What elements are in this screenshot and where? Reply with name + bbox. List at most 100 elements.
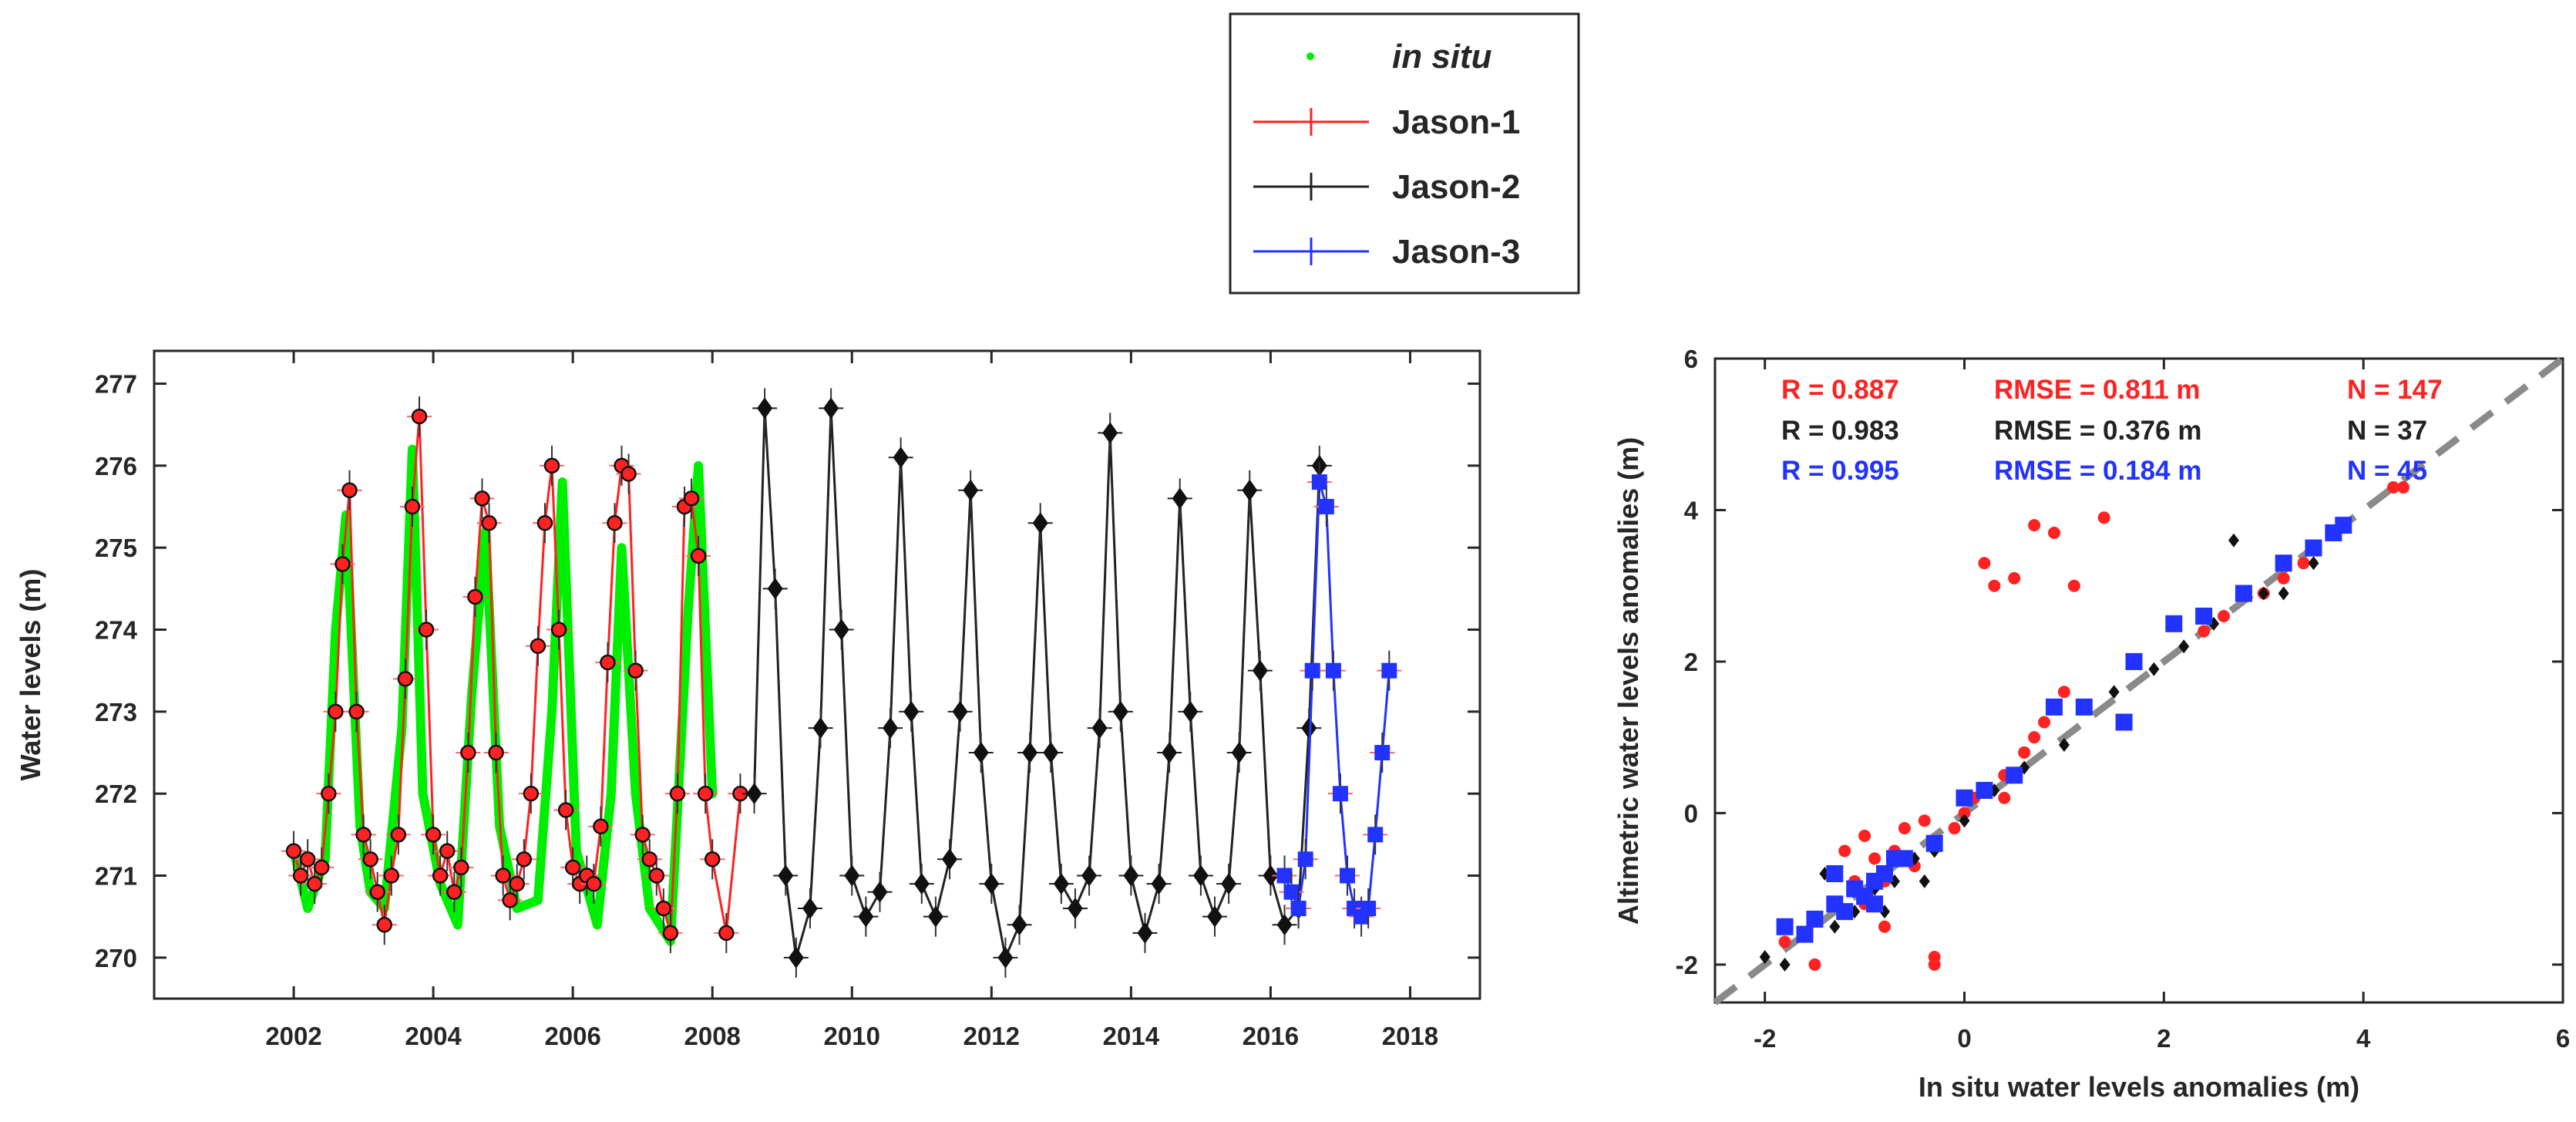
marker-circle xyxy=(348,703,365,720)
data-point-jason-2 xyxy=(958,470,984,510)
data-point-jason-1 xyxy=(358,839,383,880)
data-point-jason-2 xyxy=(1048,864,1074,905)
marker-diamond xyxy=(893,446,909,469)
data-point-jason-1 xyxy=(581,864,607,905)
marker-diamond xyxy=(1032,512,1048,534)
scatter-point-jason-1 xyxy=(1868,852,1882,865)
scatter-point-jason-2 xyxy=(2228,533,2239,548)
data-point-jason-3 xyxy=(1293,839,1318,880)
data-point-jason-1 xyxy=(469,478,495,519)
marker-diamond xyxy=(1172,487,1188,510)
data-point-jason-2 xyxy=(1272,905,1297,945)
y-tick-label: 273 xyxy=(95,698,137,726)
x-tick-label: 2014 xyxy=(1103,1022,1160,1050)
scatter-point-jason-1 xyxy=(2067,579,2080,592)
scatter-y-label: Altimetric water levels anomalies (m) xyxy=(1613,437,1644,925)
scatter-point-jason-1 xyxy=(2218,610,2230,622)
data-point-jason-1 xyxy=(679,478,705,519)
marker-circle xyxy=(460,744,476,761)
marker-diamond xyxy=(883,717,899,740)
marker-circle xyxy=(355,827,372,843)
marker-circle xyxy=(425,827,442,843)
marker-diamond xyxy=(927,905,943,928)
scatter-point-jason-2 xyxy=(1779,957,1791,972)
data-point-jason-2 xyxy=(853,896,879,937)
marker-square xyxy=(1374,745,1391,761)
data-point-jason-3 xyxy=(1320,650,1346,691)
data-point-jason-2 xyxy=(968,733,994,773)
x-tick-label: -2 xyxy=(1754,1024,1776,1053)
y-tick-label: 4 xyxy=(1684,496,1699,524)
scatter-point-jason-1 xyxy=(1978,557,1991,570)
marker-diamond xyxy=(767,578,783,600)
scatter-point-jason-3 xyxy=(1895,850,1913,868)
marker-circle xyxy=(439,843,456,859)
scatter-point-jason-1 xyxy=(1858,829,1871,842)
data-point-jason-1 xyxy=(525,625,550,666)
data-point-jason-1 xyxy=(399,487,425,527)
scatter-point-jason-3 xyxy=(2235,585,2252,602)
marker-diamond xyxy=(1192,864,1209,887)
marker-square xyxy=(1276,868,1293,884)
stat-jason3-rmse: RMSE = 0.184 m xyxy=(1994,456,2201,486)
data-point-jason-1 xyxy=(623,650,648,691)
marker-circle xyxy=(543,457,560,474)
scatter-point-jason-1 xyxy=(1958,807,1971,820)
data-point-jason-2 xyxy=(1017,733,1043,773)
marker-square xyxy=(1340,868,1355,884)
data-point-jason-3 xyxy=(1327,773,1353,814)
data-point-jason-2 xyxy=(1237,470,1263,510)
data-point-jason-2 xyxy=(1132,912,1158,953)
data-point-jason-3 xyxy=(1356,888,1381,929)
x-tick-label: 0 xyxy=(1957,1024,1971,1053)
data-point-jason-1 xyxy=(644,855,669,896)
data-point-jason-1 xyxy=(686,535,711,576)
scatter-point-jason-1 xyxy=(2048,526,2060,539)
data-point-jason-2 xyxy=(993,937,1018,978)
marker-circle xyxy=(550,622,567,638)
scatter-point-jason-1 xyxy=(2396,481,2410,494)
data-point-jason-1 xyxy=(657,912,683,953)
marker-circle xyxy=(704,851,721,868)
data-point-jason-1 xyxy=(337,470,362,510)
scatter-point-jason-3 xyxy=(2305,539,2322,557)
marker-diamond xyxy=(858,905,874,928)
data-point-jason-1 xyxy=(330,544,355,585)
scatter-x-ticks: -2 0 2 4 6 xyxy=(1754,359,2570,1053)
marker-diamond xyxy=(1053,873,1069,895)
marker-circle xyxy=(593,818,609,834)
scatter-point-jason-1 xyxy=(2038,716,2051,729)
marker-circle xyxy=(362,851,378,868)
scatter-point-jason-1 xyxy=(1928,951,1941,964)
marker-circle xyxy=(495,868,511,884)
legend-entry-jason2: Jason-2 xyxy=(1253,168,1520,206)
data-point-jason-2 xyxy=(867,871,893,912)
y-tick-label: 277 xyxy=(95,370,137,399)
y-tick-label: 0 xyxy=(1684,799,1698,827)
data-point-jason-2 xyxy=(1247,650,1273,691)
stat-jason2-r: R = 0.983 xyxy=(1781,416,1899,446)
data-point-jason-2 xyxy=(1098,413,1123,453)
series-in-situ xyxy=(289,444,718,946)
scatter-point-jason-3 xyxy=(2165,615,2183,632)
marker-circle xyxy=(335,556,351,572)
data-point-jason-1 xyxy=(414,609,439,650)
data-point-jason-1 xyxy=(540,445,564,486)
scatter-point-jason-2 xyxy=(2178,639,2190,654)
data-point-jason-2 xyxy=(1118,855,1144,896)
data-point-jason-3 xyxy=(1300,650,1325,691)
y-tick-label: 2 xyxy=(1684,648,1698,676)
marker-circle xyxy=(474,490,490,507)
x-tick-label: 2010 xyxy=(824,1022,880,1050)
marker-circle xyxy=(557,802,574,818)
stat-jason1-rmse: RMSE = 0.811 m xyxy=(1994,375,2201,405)
data-point-jason-2 xyxy=(1216,864,1242,905)
marker-diamond xyxy=(903,700,920,723)
scatter-point-jason-2 xyxy=(1959,814,1970,828)
data-point-jason-1 xyxy=(518,773,543,814)
data-point-jason-2 xyxy=(839,855,865,896)
marker-diamond xyxy=(1221,873,1237,895)
scatter-point-jason-1 xyxy=(1838,844,1851,858)
marker-diamond xyxy=(1276,914,1293,936)
data-point-jason-1 xyxy=(532,503,557,544)
